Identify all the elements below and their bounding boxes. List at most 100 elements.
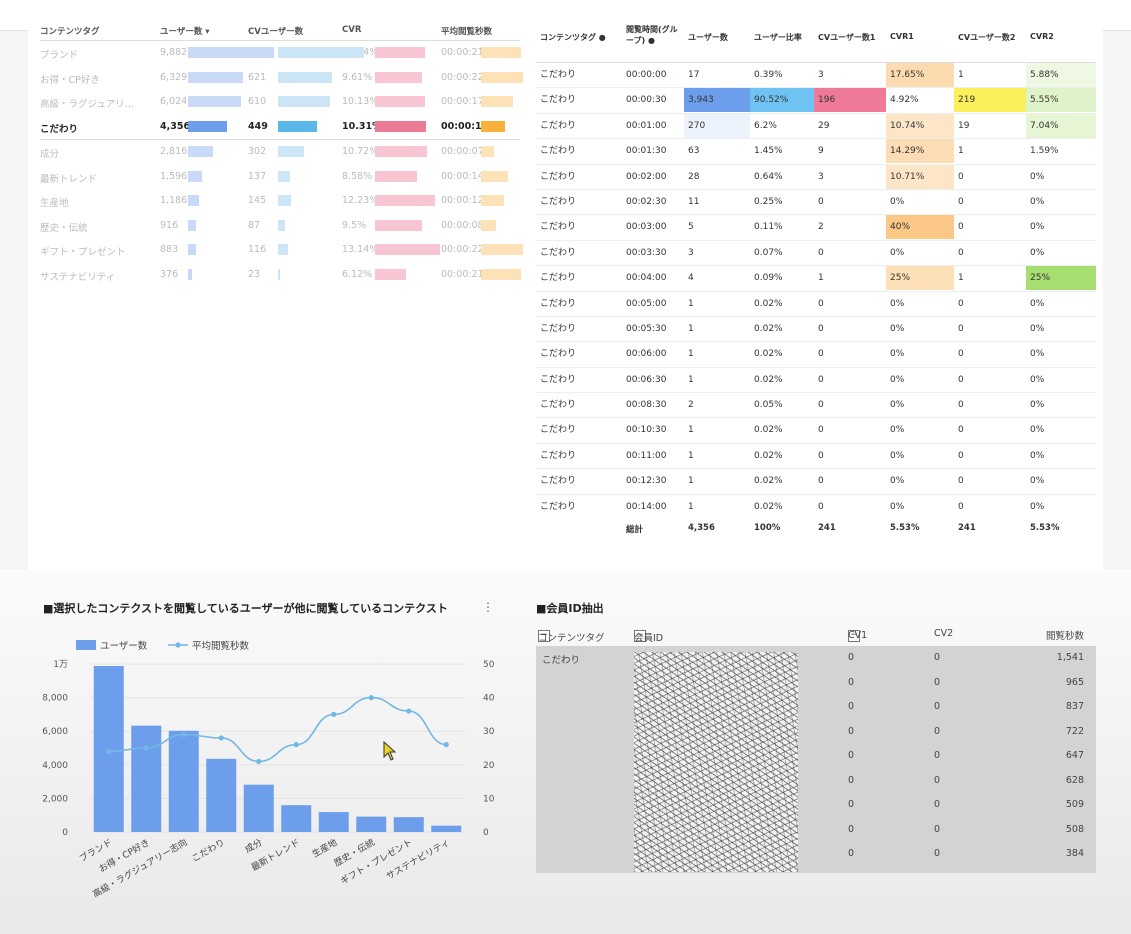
header-users[interactable]: ユーザー数 ▾ xyxy=(160,27,210,37)
member-row[interactable]: 0 0 508 xyxy=(536,824,1096,848)
member-row[interactable]: 0 0 965 xyxy=(536,677,1096,701)
detail-row[interactable]: こだわり 00:10:30 1 0.02% 0 0% 0 0% xyxy=(536,418,1096,444)
header-cv-users-1[interactable]: CVユーザー数1 xyxy=(818,33,876,42)
ratio-cell: 0.05% xyxy=(754,400,783,411)
header-cvr-2[interactable]: CVR2 xyxy=(1030,32,1054,41)
header-cv2[interactable]: CV2 xyxy=(934,628,954,639)
cv1-cell: 0 xyxy=(848,701,855,712)
detail-row[interactable]: こだわり 00:12:30 1 0.02% 0 0% 0 0% xyxy=(536,469,1096,495)
header-content-tag[interactable]: コンテンツタグ xyxy=(538,633,605,644)
cvr-cell: 9.5% xyxy=(342,219,367,231)
detail-row[interactable]: こだわり 00:01:30 63 1.45% 9 14.29% 1 1.59% xyxy=(536,139,1096,165)
cvr-cell: 10.13% xyxy=(342,96,379,107)
y-left-tick-label: 6,000 xyxy=(42,727,68,737)
collapse-toggle-icon[interactable]: − xyxy=(848,630,860,642)
cv2-cell: 1 xyxy=(958,70,964,80)
detail-row[interactable]: こだわり 00:14:00 1 0.02% 0 0% 0 0% xyxy=(536,495,1096,519)
header-user-ratio[interactable]: ユーザー比率 xyxy=(754,33,802,42)
time-group-cell: 00:06:00 xyxy=(626,349,667,360)
header-content-tag[interactable]: コンテンツタグ xyxy=(40,27,100,37)
member-row[interactable]: 0 0 837 xyxy=(536,701,1096,725)
detail-row[interactable]: こだわり 00:06:30 1 0.02% 0 0% 0 0% xyxy=(536,368,1096,394)
detail-row[interactable]: こだわり 00:05:00 1 0.02% 0 0% 0 0% xyxy=(536,292,1096,317)
header-cv1[interactable]: CV1 xyxy=(848,630,868,641)
header-cv-users[interactable]: CVユーザー数 xyxy=(248,27,304,37)
cvr-cell: 10.31% xyxy=(342,120,382,132)
ratio-cell: 1.45% xyxy=(754,146,783,157)
header-content-tag[interactable]: コンテンツタグ ● xyxy=(540,33,606,42)
ratio-cell: 0.07% xyxy=(754,247,783,258)
member-row[interactable]: 0 0 384 xyxy=(536,848,1096,872)
cvr2-cell: 0% xyxy=(1030,501,1045,512)
summary-row[interactable]: お得・CP好き 6,329 621 9.61% 00:00:22 xyxy=(40,66,523,91)
summary-row[interactable]: サステナビリティ 376 23 6.12% 00:00:21 xyxy=(40,263,521,288)
header-users[interactable]: ユーザー数 xyxy=(688,33,728,42)
view-seconds-cell: 509 xyxy=(1065,799,1084,810)
summary-row[interactable]: 成分 2,816 302 10.72% 00:00:07 xyxy=(40,140,520,165)
header-avg-time[interactable]: 平均閲覧秒数 xyxy=(441,27,493,37)
detail-row[interactable]: こだわり 00:02:00 28 0.64% 3 10.71% 0 0% xyxy=(536,164,1096,190)
summary-row[interactable]: 歴史・伝統 916 87 9.5% 00:00:08 xyxy=(40,214,520,239)
summary-table-header: コンテンツタグ ユーザー数 ▾ CVユーザー数 CVR 平均閲覧秒数 xyxy=(40,22,520,41)
content-tag-cell: こだわり xyxy=(540,349,577,360)
detail-row[interactable]: こだわり 00:02:30 11 0.25% 0 0% 0 0% xyxy=(536,190,1096,216)
cv1-cell: 0 xyxy=(848,823,855,835)
header-member-id[interactable]: 会員ID xyxy=(634,633,664,644)
detail-row[interactable]: こだわり 00:00:00 17 0.39% 3 17.65% 1 5.88% xyxy=(536,63,1096,89)
summary-row[interactable]: ギフト・プレゼント 883 116 13.14% 00:00:22 xyxy=(40,238,523,263)
total-cv2: 241 xyxy=(958,523,976,533)
summary-row[interactable]: 最新トレンド 1,596 137 8.58% 00:00:14 xyxy=(40,165,520,190)
cvr2-cell: 25% xyxy=(1026,266,1096,291)
avg-time-cell: 00:00:14 xyxy=(441,170,484,182)
time-group-cell: 00:00:30 xyxy=(626,95,667,106)
data-bar xyxy=(375,146,427,157)
detail-row[interactable]: こだわり 00:03:30 3 0.07% 0 0% 0 0% xyxy=(536,241,1096,267)
users-cell: 1,186 xyxy=(160,195,188,206)
content-tag-summary-table: コンテンツタグ ユーザー数 ▾ CVユーザー数 CVR 平均閲覧秒数 ブランド 9… xyxy=(40,22,523,288)
member-row[interactable]: 0 0 509 xyxy=(536,799,1096,823)
y-left-tick-label: 8,000 xyxy=(42,694,68,704)
header-cv-users-2[interactable]: CVユーザー数2 xyxy=(958,33,1016,42)
header-time-group[interactable]: 閲覧時間(グループ) ● xyxy=(626,25,678,45)
detail-row[interactable]: こだわり 00:03:00 5 0.11% 2 40% 0 0% xyxy=(536,215,1096,241)
member-id-title: ■会員ID抽出 xyxy=(536,602,604,615)
chart-menu-icon[interactable]: ⋮ xyxy=(482,600,494,614)
users-cell: 63 xyxy=(688,146,700,157)
cvr1-cell: 0% xyxy=(890,349,905,360)
ratio-cell: 0.02% xyxy=(754,501,783,512)
detail-row[interactable]: こだわり 00:11:00 1 0.02% 0 0% 0 0% xyxy=(536,444,1096,470)
content-tag-cell: こだわり xyxy=(540,146,577,157)
view-seconds-cell: 508 xyxy=(1065,823,1084,835)
cv2-cell: 0 xyxy=(958,501,964,512)
cvr2-cell: 0% xyxy=(1030,247,1045,258)
detail-row[interactable]: こだわり 00:05:30 1 0.02% 0 0% 0 0% xyxy=(536,317,1096,343)
detail-row[interactable]: こだわり 00:01:00 270 6.2% 29 10.74% 19 7.04% xyxy=(536,113,1096,140)
header-cvr-1[interactable]: CVR1 xyxy=(890,32,914,41)
summary-row[interactable]: こだわり 4,356 449 10.31% 00:00:13 xyxy=(40,115,520,140)
detail-row[interactable]: こだわり 00:06:00 1 0.02% 0 0% 0 0% xyxy=(536,342,1096,368)
member-row[interactable]: 0 0 1,541 xyxy=(536,652,1096,676)
cv2-cell: 1 xyxy=(958,273,964,284)
collapse-toggle-icon[interactable]: − xyxy=(538,630,550,642)
header-view-seconds[interactable]: 閲覧秒数 xyxy=(1045,631,1084,642)
detail-row[interactable]: こだわり 00:08:30 2 0.05% 0 0% 0 0% xyxy=(536,393,1096,419)
collapse-toggle-icon[interactable]: − xyxy=(634,630,646,642)
detail-row[interactable]: こだわり 00:04:00 4 0.09% 1 25% 1 25% xyxy=(536,266,1096,292)
content-tag-cell: こだわり xyxy=(540,70,577,80)
view-seconds-cell: 1,541 xyxy=(1056,652,1084,663)
data-bar xyxy=(481,268,521,280)
ratio-cell: 0.64% xyxy=(754,171,783,182)
data-bar xyxy=(278,170,290,182)
avg-time-cell: 00:00:21 xyxy=(441,47,484,58)
cv1-cell: 0 xyxy=(818,323,824,334)
member-row[interactable]: 0 0 722 xyxy=(536,726,1096,750)
detail-row[interactable]: こだわり 00:00:30 3,943 90.52% 196 4.92% 219 5.55% xyxy=(536,88,1096,114)
summary-row[interactable]: 生産地 1,186 145 12.23% 00:00:12 xyxy=(40,189,520,214)
cvr2-cell: 0% xyxy=(1030,425,1045,436)
header-cvr[interactable]: CVR xyxy=(342,25,362,35)
cvr1-cell: 0% xyxy=(890,400,905,411)
member-row[interactable]: 0 0 628 xyxy=(536,775,1096,799)
member-row[interactable]: 0 0 647 xyxy=(536,750,1096,774)
summary-row[interactable]: 高級・ラグジュアリ… 6,024 610 10.13% 00:00:17 xyxy=(40,90,520,115)
